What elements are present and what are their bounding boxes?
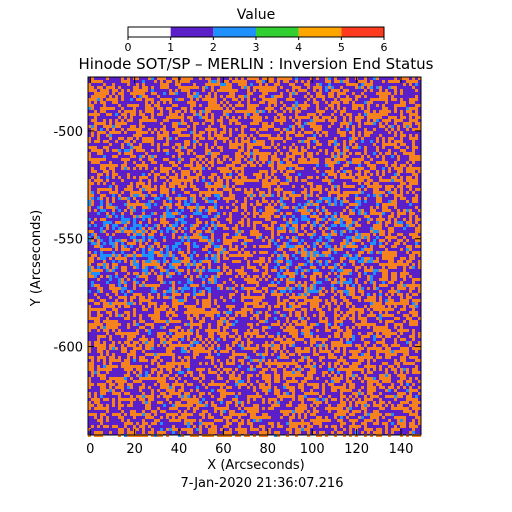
x-tick-label: 100 xyxy=(300,442,325,457)
x-tick-label: 60 xyxy=(215,442,232,457)
colorbar-bin-3 xyxy=(256,27,299,37)
colorbar-tick-label: 5 xyxy=(338,41,345,54)
colorbar-bin-1 xyxy=(170,27,214,37)
plot-area xyxy=(87,76,422,437)
x-tick-label: 120 xyxy=(344,442,369,457)
colorbar-tick-label: 1 xyxy=(167,41,174,54)
colorbar-bin-0 xyxy=(128,27,171,37)
chart-title: Hinode SOT/SP – MERLIN : Inversion End S… xyxy=(79,55,434,73)
x-tick-label: 0 xyxy=(86,442,94,457)
heatmap-cells xyxy=(88,77,421,437)
y-tick-label: -600 xyxy=(53,341,83,356)
x-axis: 0 20 40 60 80 100 120 140 xyxy=(86,77,413,457)
y-tick-label: -550 xyxy=(53,233,83,248)
colorbar xyxy=(128,27,384,37)
y-axis: -500 -550 -600 xyxy=(53,125,421,356)
colorbar-tick-label: 4 xyxy=(295,41,302,54)
colorbar-tick-label: 2 xyxy=(210,41,217,54)
x-tick-label: 80 xyxy=(260,442,277,457)
colorbar-tick-label: 0 xyxy=(125,41,132,54)
colorbar-tick-label: 3 xyxy=(253,41,260,54)
x-tick-label: 140 xyxy=(389,442,414,457)
colorbar-bin-5 xyxy=(341,27,384,37)
x-axis-label: X (Arcseconds) xyxy=(207,458,304,473)
plot-frame xyxy=(87,76,422,436)
x-tick-label: 20 xyxy=(126,442,143,457)
colorbar-ticks: 0 1 2 3 4 5 6 xyxy=(125,37,388,54)
y-tick-label: -500 xyxy=(53,125,83,140)
colorbar-tick-label: 6 xyxy=(381,41,388,54)
timestamp: 7-Jan-2020 21:36:07.216 xyxy=(181,476,344,491)
x-tick-label: 40 xyxy=(171,442,188,457)
colorbar-bin-4 xyxy=(298,27,342,37)
colorbar-label: Value xyxy=(237,7,275,23)
colorbar-bin-2 xyxy=(213,27,256,37)
y-axis-label: Y (Arcseconds) xyxy=(29,210,44,307)
